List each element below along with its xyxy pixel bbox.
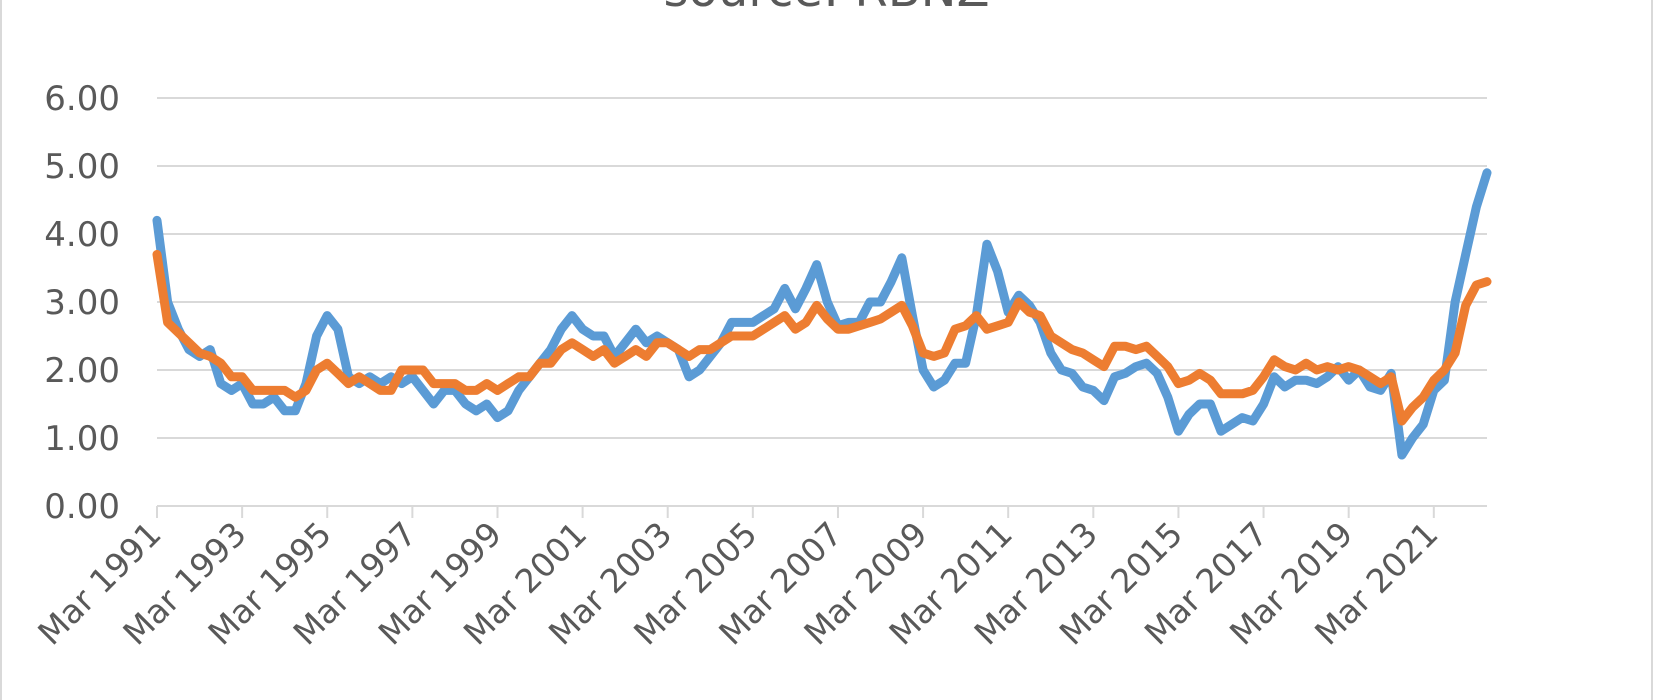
series-lines [152, 168, 1492, 460]
gridlines [157, 97, 1487, 507]
y-tick-label: 4.00 [44, 215, 120, 255]
y-tick-label: 6.00 [44, 79, 120, 119]
y-tick-label: 0.00 [44, 487, 120, 527]
y-tick-label: 3.00 [44, 283, 120, 323]
y-axis-tick-labels: 0.00 1.00 2.00 3.00 4.00 5.00 6.00 [44, 79, 120, 527]
series-line-1 [152, 168, 1492, 460]
y-tick-label: 2.00 [44, 351, 120, 391]
y-tick-label: 1.00 [44, 419, 120, 459]
chart-title: source: RBNZ [0, 0, 1653, 18]
series-line-2 [152, 249, 1492, 426]
y-tick-label: 5.00 [44, 147, 120, 187]
